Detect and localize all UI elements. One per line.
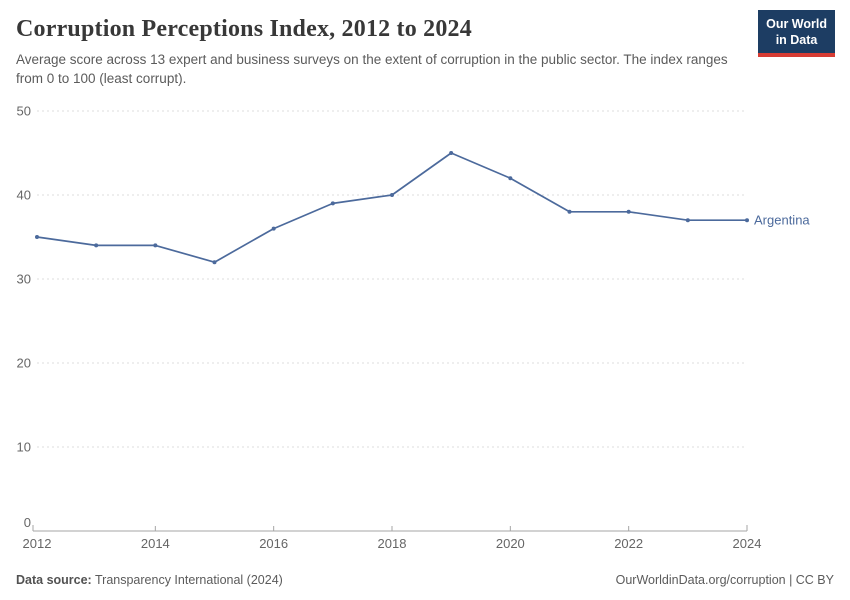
data-source-note: Data source: Transparency International … (16, 573, 283, 587)
data-point[interactable] (390, 193, 394, 197)
y-axis-tick-label: 0 (24, 515, 31, 530)
attribution-link[interactable]: OurWorldinData.org/corruption | CC BY (615, 573, 834, 587)
series-line-argentina[interactable] (36, 152, 747, 264)
owid-logo-line1: Our World (766, 17, 827, 31)
x-axis-tick-label: 2016 (259, 536, 288, 551)
data-point[interactable] (508, 176, 513, 181)
data-point[interactable] (153, 243, 158, 248)
x-axis-tick-label: 2020 (496, 536, 525, 551)
data-point[interactable] (330, 201, 335, 206)
chart-subtitle: Average score across 13 expert and busin… (16, 52, 728, 87)
y-axis-tick-label: 20 (17, 356, 31, 371)
data-point[interactable] (745, 218, 749, 223)
x-axis-tick-label: 2018 (378, 536, 407, 551)
x-axis-tick-label: 2022 (614, 536, 643, 551)
x-axis-tick-label: 2024 (733, 536, 762, 551)
series-label-argentina[interactable]: Argentina (754, 213, 810, 228)
chart-header: Corruption Perceptions Index, 2012 to 20… (16, 16, 750, 88)
data-point[interactable] (626, 209, 631, 214)
y-axis-tick-label: 50 (17, 104, 31, 119)
data-point[interactable] (271, 226, 276, 231)
data-point[interactable] (567, 209, 572, 214)
data-point[interactable] (212, 260, 217, 265)
x-axis-tick-label: 2014 (141, 536, 170, 551)
data-point[interactable] (449, 151, 454, 155)
data-point[interactable] (685, 218, 690, 223)
chart-footer: Data source: Transparency International … (16, 573, 834, 587)
owid-logo[interactable]: Our World in Data (758, 10, 835, 57)
y-axis-tick-label: 10 (17, 440, 31, 455)
data-point[interactable] (35, 235, 39, 239)
y-axis-tick-label: 30 (17, 272, 31, 287)
chart-title: Corruption Perceptions Index, 2012 to 20… (16, 16, 472, 42)
owid-logo-line2: in Data (775, 33, 818, 47)
data-source-label: Data source: (16, 573, 92, 587)
data-point[interactable] (94, 243, 99, 248)
data-source-value: Transparency International (2024) (94, 573, 283, 587)
x-axis-tick-label: 2012 (23, 536, 52, 551)
y-axis-tick-label: 40 (17, 188, 31, 203)
